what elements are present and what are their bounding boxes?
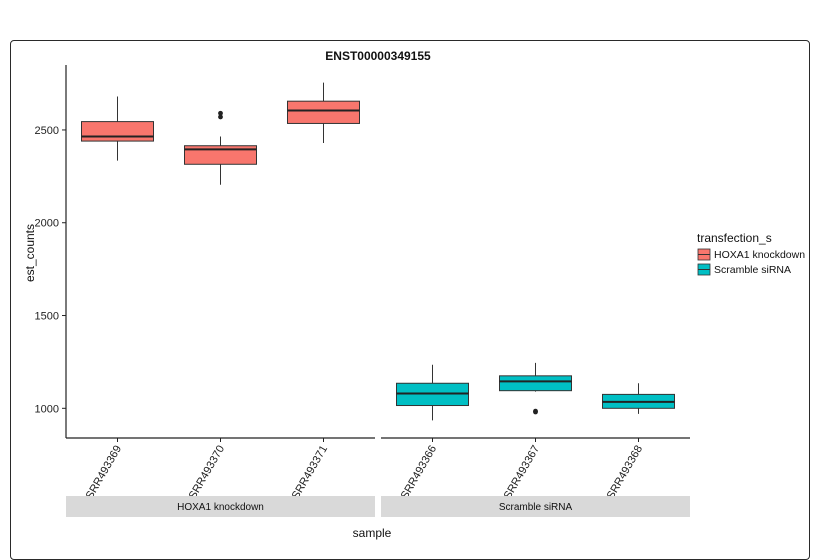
facet-panel: SRR493366 SRR493367 SRR493368 Scramble siRN… — [381, 362, 690, 517]
facet-strip-label: HOXA1 knockdown — [177, 502, 264, 513]
legend-entry: HOXA1 knockdown — [697, 248, 805, 261]
y-axis: 1000 1500 2000 2500 — [35, 65, 67, 438]
box-body — [81, 121, 154, 142]
x-tick-label: SRR493370 — [187, 444, 227, 502]
outlier-point — [218, 114, 223, 120]
box-SRR493369: SRR493369 — [81, 96, 154, 502]
y-axis-title: est_counts — [23, 224, 37, 282]
box-body — [287, 100, 360, 124]
facet-strip — [66, 496, 375, 517]
legend-title: transfection_s — [697, 231, 772, 245]
chart-title: ENST00000349155 — [325, 49, 431, 63]
x-tick-label: SRR493368 — [605, 444, 645, 502]
box-SRR493366: SRR493366 — [396, 364, 469, 502]
legend-entry: Scramble siRNA — [697, 263, 791, 276]
legend-label: HOXA1 knockdown — [714, 249, 805, 261]
x-axis-title: sample — [353, 526, 392, 540]
x-tick-label: SRR493366 — [399, 444, 439, 502]
facet-panels: SRR493369 SRR493370 SRR493371 HOXA1 knockdo… — [66, 82, 690, 517]
y-tick-label: 1500 — [35, 311, 59, 323]
y-tick-label: 2500 — [35, 125, 59, 137]
y-tick-label: 1000 — [35, 403, 59, 415]
legend-label: Scramble siRNA — [714, 264, 791, 276]
facet-strip-label: Scramble siRNA — [499, 502, 573, 513]
y-tick-label: 2000 — [35, 218, 59, 230]
outlier-point — [218, 110, 223, 116]
box-SRR493367: SRR493367 — [499, 362, 572, 502]
facet-strip — [381, 496, 690, 517]
legend: transfection_s HOXA1 knockdown Scramble s… — [697, 231, 805, 276]
x-tick-label: SRR493369 — [84, 444, 124, 502]
x-tick-label: SRR493367 — [502, 444, 542, 502]
box-SRR493368: SRR493368 — [602, 383, 675, 502]
facet-panel: SRR493369 SRR493370 SRR493371 HOXA1 knockdo… — [66, 82, 375, 517]
box-SRR493370: SRR493370 — [184, 110, 257, 502]
x-tick-label: SRR493371 — [290, 444, 330, 502]
box-body — [499, 375, 572, 392]
outlier-point — [533, 408, 538, 414]
